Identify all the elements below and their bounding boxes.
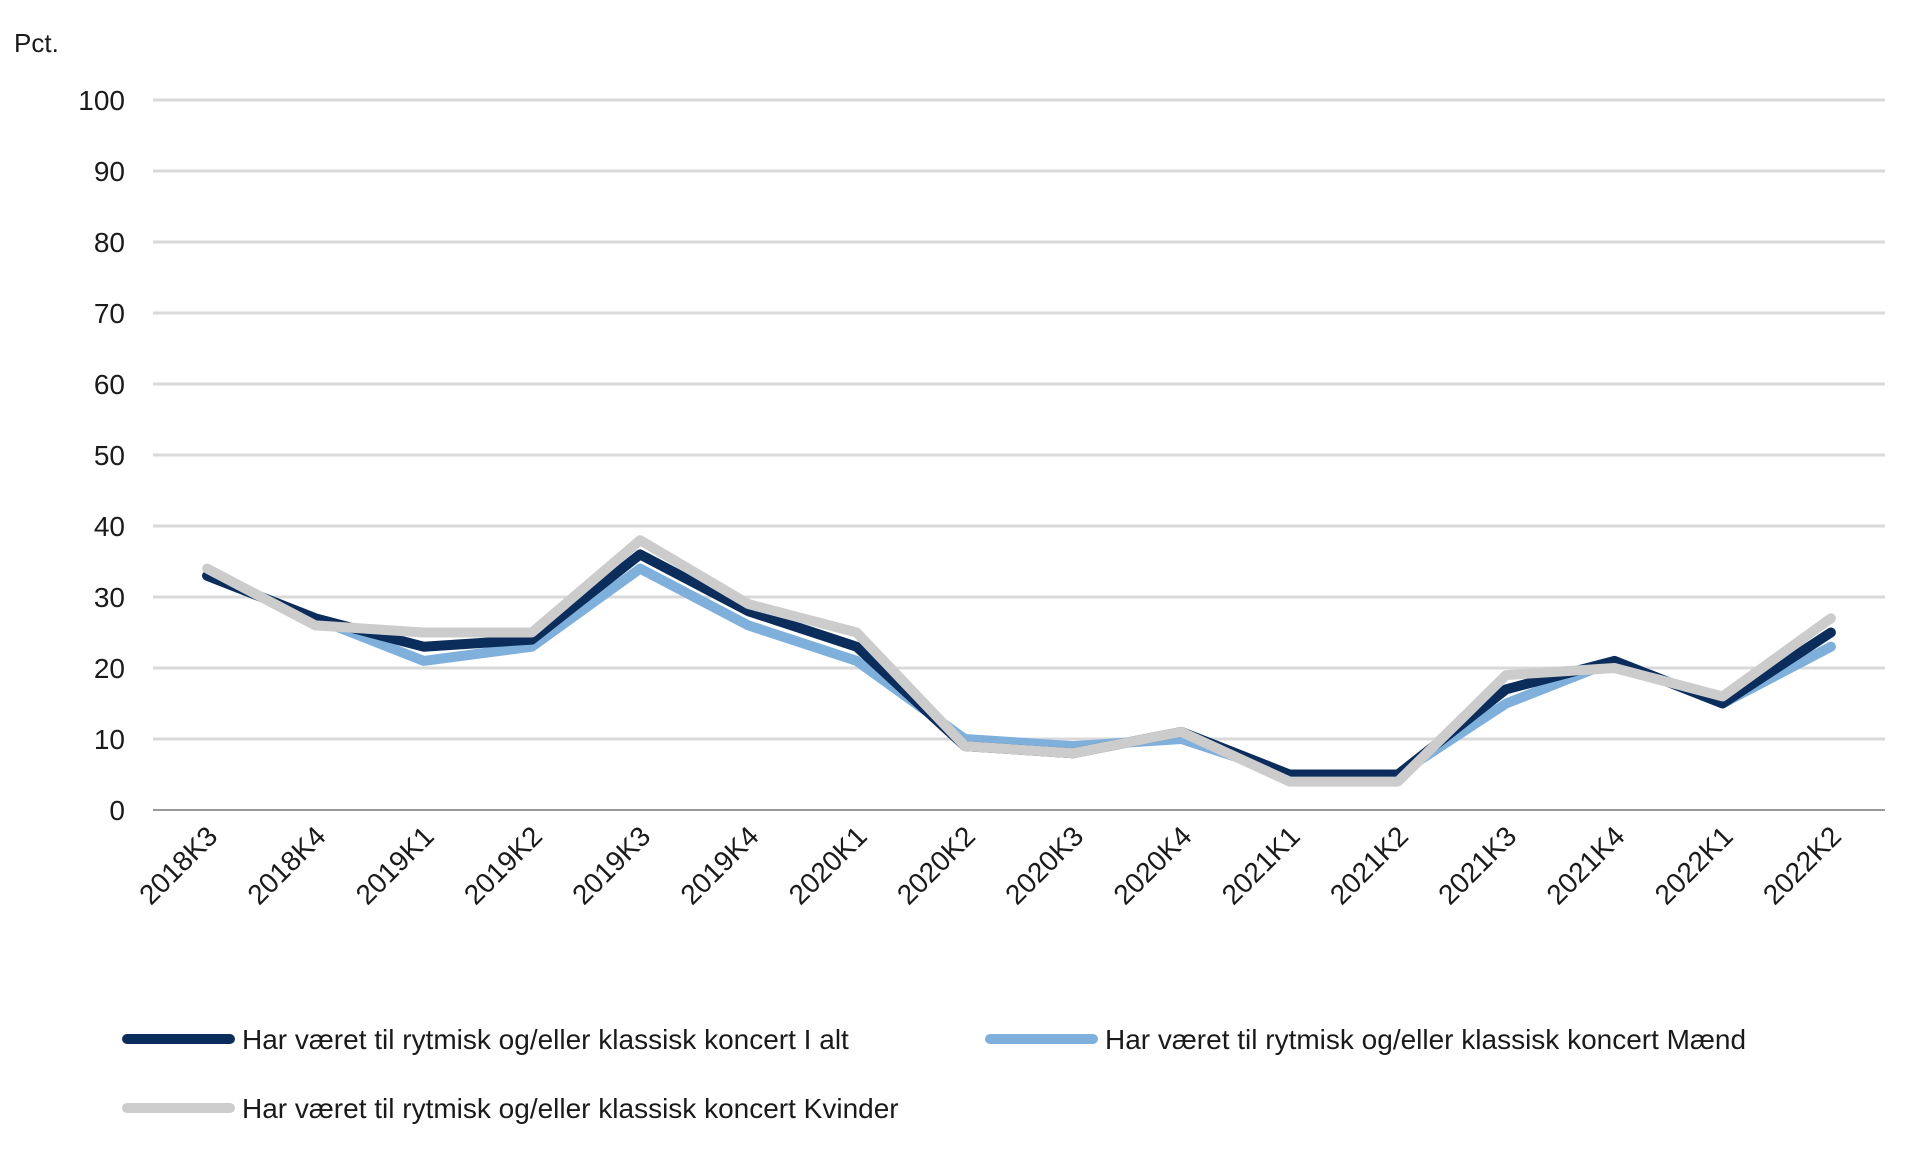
y-tick-label: 100: [78, 85, 125, 116]
series-line-1: [202, 563, 1836, 780]
legend-item-kvinder: Har været til rytmisk og/eller klassisk …: [122, 1093, 899, 1124]
y-tick-label: 40: [94, 511, 125, 542]
x-axis-ticks: 2018K3 2018K4 2019K1 2019K2 2019K3 2019K4 2020…: [133, 820, 1847, 910]
legend: Har været til rytmisk og/eller klassisk …: [122, 1024, 1746, 1124]
x-tick-label: 2020K4: [1107, 820, 1197, 910]
x-tick-label: 2021K2: [1324, 820, 1414, 910]
y-tick-label: 90: [94, 156, 125, 187]
legend-item-maend: Har været til rytmisk og/eller klassisk …: [985, 1024, 1746, 1055]
x-tick-label: 2020K1: [783, 820, 873, 910]
x-tick-label: 2022K2: [1757, 820, 1847, 910]
x-tick-label: 2021K4: [1540, 820, 1630, 910]
series-lines: [202, 535, 1836, 787]
x-tick-label: 2019K4: [674, 820, 764, 910]
legend-label-kvinder: Har været til rytmisk og/eller klassisk …: [242, 1093, 899, 1124]
x-tick-label: 2021K1: [1216, 820, 1306, 910]
x-tick-label: 2018K4: [241, 820, 331, 910]
x-tick-label: 2021K3: [1432, 820, 1522, 910]
y-tick-label: 70: [94, 298, 125, 329]
y-tick-label: 0: [109, 795, 125, 826]
x-tick-label: 2018K3: [133, 820, 223, 910]
y-tick-label: 20: [94, 653, 125, 684]
y-tick-label: 80: [94, 227, 125, 258]
y-tick-label: 30: [94, 582, 125, 613]
legend-label-i-alt: Har været til rytmisk og/eller klassisk …: [242, 1024, 849, 1055]
series-line-2: [202, 535, 1836, 787]
gridlines: [153, 98, 1885, 811]
x-tick-label: 2019K2: [458, 820, 548, 910]
y-tick-label: 60: [94, 369, 125, 400]
y-axis-label: Pct.: [14, 28, 59, 58]
x-tick-label: 2020K2: [891, 820, 981, 910]
y-axis-ticks: 0 10 20 30 40 50 60 70 80 90 100: [78, 85, 125, 826]
x-tick-label: 2019K1: [350, 820, 440, 910]
x-tick-label: 2020K3: [999, 820, 1089, 910]
legend-label-maend: Har været til rytmisk og/eller klassisk …: [1105, 1024, 1746, 1055]
legend-item-i-alt: Har været til rytmisk og/eller klassisk …: [122, 1024, 849, 1055]
y-tick-label: 10: [94, 724, 125, 755]
y-tick-label: 50: [94, 440, 125, 471]
x-tick-label: 2019K3: [566, 820, 656, 910]
x-tick-label: 2022K1: [1649, 820, 1739, 910]
